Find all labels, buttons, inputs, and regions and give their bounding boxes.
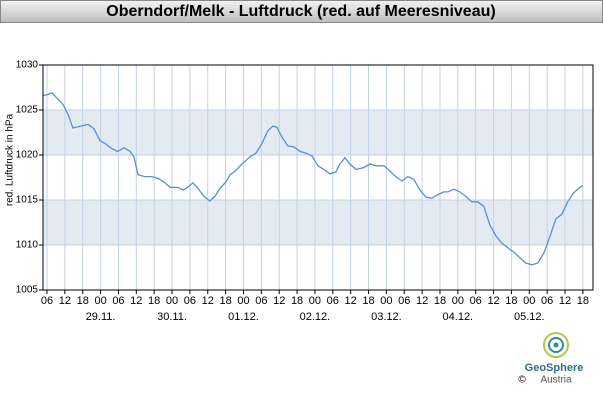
x-tick-label: 12	[202, 295, 214, 307]
x-tick-label: 06	[41, 295, 53, 307]
chart-title: Oberndorf/Melk - Luftdruck (red. auf Mee…	[106, 3, 495, 20]
y-axis-label: red. Luftdruck in hPa	[5, 113, 16, 206]
date-label: 30.11.	[157, 311, 187, 323]
x-tick-label: 12	[416, 295, 428, 307]
date-label: 04.12.	[443, 311, 474, 323]
x-tick-label: 06	[112, 295, 124, 307]
x-tick-label: 00	[166, 295, 178, 307]
date-label: 01.12.	[228, 311, 259, 323]
x-tick-label: 12	[273, 295, 285, 307]
y-tick-label: 1015	[16, 195, 39, 206]
x-tick-label: 00	[452, 295, 464, 307]
logo: GeoSphere Austria ©	[518, 332, 584, 386]
x-tick-label: 18	[291, 295, 303, 307]
logo-dot	[553, 342, 559, 348]
y-tick-label: 1030	[16, 60, 39, 71]
date-label: 29.11.	[86, 311, 116, 323]
logo-ring	[543, 332, 569, 358]
plot-area: 1005 1010 1015 1020 1025 1030 06 12 18 00 06 12 18 00…	[16, 60, 594, 323]
x-tick-label: 18	[505, 295, 517, 307]
date-label: 03.12.	[371, 311, 402, 323]
x-tick-label: 06	[398, 295, 410, 307]
date-label: 05.12.	[514, 311, 545, 323]
x-tick-label: 12	[487, 295, 499, 307]
logo-name: GeoSphere	[525, 362, 584, 374]
x-tick-label: 00	[237, 295, 249, 307]
logo-ring	[548, 337, 564, 353]
x-tick-label: 00	[523, 295, 535, 307]
x-tick-label: 06	[470, 295, 482, 307]
x-tick-label: 18	[434, 295, 446, 307]
x-tick-label: 18	[577, 295, 589, 307]
copyright: ©	[518, 375, 526, 386]
line	[42, 92, 584, 266]
band	[43, 110, 593, 155]
x-tick-label: 18	[148, 295, 160, 307]
x-tick-label: 06	[184, 295, 196, 307]
band	[43, 200, 593, 245]
x-tick-label: 18	[362, 295, 374, 307]
x-tick-label: 12	[59, 295, 71, 307]
x-tick-label: 12	[345, 295, 357, 307]
x-tick-label: 18	[219, 295, 231, 307]
plot-border	[42, 64, 594, 291]
y-tick-label: 1020	[16, 150, 39, 161]
x-tick-label: 00	[380, 295, 392, 307]
date-label: 02.12.	[300, 311, 331, 323]
x-tick-label: 06	[327, 295, 339, 307]
x-tick-label: 00	[94, 295, 106, 307]
x-tick-label: 12	[130, 295, 142, 307]
y-tick-label: 1025	[16, 105, 39, 116]
logo-sub: Austria	[540, 375, 572, 386]
x-tick-label: 12	[559, 295, 571, 307]
x-tick-label: 00	[309, 295, 321, 307]
y-tick-label: 1010	[16, 240, 39, 251]
x-tick-label: 18	[77, 295, 89, 307]
plot-background	[43, 65, 593, 290]
x-tick-label: 06	[255, 295, 267, 307]
y-tick-label: 1005	[16, 285, 39, 296]
x-tick-label: 06	[541, 295, 553, 307]
